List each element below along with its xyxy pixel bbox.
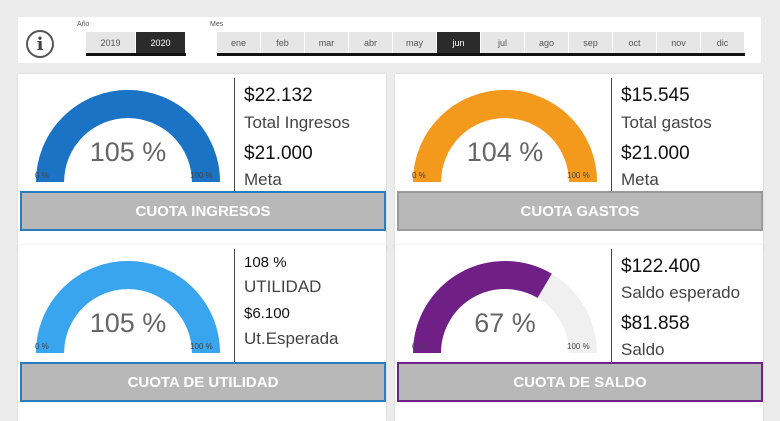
gauge-gastos — [405, 84, 605, 204]
gauge-max-label: 100 % — [567, 342, 590, 351]
gauge-max-label: 100 % — [190, 342, 213, 351]
year-slicer-label: Año — [77, 21, 90, 28]
year-slicer: 2019 2020 — [86, 32, 186, 56]
gauge-min-label: 0 % — [35, 171, 49, 180]
month-slicer: ene feb mar abr may jun jul ago sep oct … — [217, 32, 745, 56]
meta-label: Meta — [621, 170, 659, 189]
card-cuota-ingresos: 105 % 0 % 100 % $22.132 Total Ingresos $… — [18, 74, 386, 251]
ut-esperada-label: Ut.Esperada — [244, 329, 339, 348]
month-option-oct[interactable]: oct — [613, 32, 657, 53]
saldo-label: Saldo — [621, 340, 665, 359]
footer-cuota-gastos[interactable]: CUOTA GASTOS — [397, 191, 763, 231]
month-option-mar[interactable]: mar — [305, 32, 349, 53]
ut-esperada-value: $6.100 — [244, 305, 290, 322]
month-option-abr[interactable]: abr — [349, 32, 393, 53]
gauge-min-label: 0 % — [35, 342, 49, 351]
info-icon[interactable]: i — [26, 30, 54, 58]
month-option-feb[interactable]: feb — [261, 32, 305, 53]
card-cuota-saldo: 67 % 0 % 100 % $122.400 Saldo esperado $… — [395, 245, 763, 421]
month-option-jun[interactable]: jun — [437, 32, 481, 53]
gauge-percent: 104 % — [466, 137, 544, 167]
gauge-fill — [36, 261, 220, 354]
gauge-min-label: 0 % — [412, 342, 426, 351]
gauge-max-label: 100 % — [567, 171, 590, 180]
gauge-max-label: 100 % — [190, 171, 213, 180]
meta-value: $21.000 — [244, 143, 313, 164]
utilidad-label: UTILIDAD — [244, 277, 322, 296]
gauge-fill — [413, 261, 552, 354]
gauge-fill — [36, 90, 220, 183]
divider — [611, 78, 612, 196]
gauge-saldo — [405, 255, 605, 375]
saldo-esperado-value: $122.400 — [621, 256, 701, 277]
divider — [611, 249, 612, 367]
year-option-2020[interactable]: 2020 — [136, 32, 186, 53]
meta-label: Meta — [244, 170, 282, 189]
total-gastos-label: Total gastos — [621, 113, 712, 132]
card-cuota-utilidad: 105 % 0 % 100 % 108 % UTILIDAD $6.100 Ut… — [18, 245, 386, 421]
month-slicer-label: Mes — [210, 21, 224, 28]
total-gastos-value: $15.545 — [621, 85, 690, 106]
footer-cuota-utilidad[interactable]: CUOTA DE UTILIDAD — [20, 362, 386, 402]
saldo-value: $81.858 — [621, 313, 690, 334]
footer-cuota-ingresos[interactable]: CUOTA INGRESOS — [20, 191, 386, 231]
gauge-percent: 105 % — [89, 308, 167, 338]
month-option-may[interactable]: may — [393, 32, 437, 53]
utilidad-percent-value: 108 % — [244, 254, 287, 271]
gauge-percent: 67 % — [474, 308, 536, 338]
month-option-ago[interactable]: ago — [525, 32, 569, 53]
year-option-2019[interactable]: 2019 — [86, 32, 136, 53]
gauge-min-label: 0 % — [412, 171, 426, 180]
gauge-percent: 105 % — [89, 137, 167, 167]
filter-bar: i Año 2019 2020 Mes ene feb mar abr may … — [18, 17, 761, 63]
meta-value: $21.000 — [621, 143, 690, 164]
month-option-ene[interactable]: ene — [217, 32, 261, 53]
gauge-utilidad — [28, 255, 228, 375]
month-option-sep[interactable]: sep — [569, 32, 613, 53]
gauge-fill — [413, 90, 597, 183]
saldo-esperado-label: Saldo esperado — [621, 283, 741, 302]
footer-cuota-saldo[interactable]: CUOTA DE SALDO — [397, 362, 763, 402]
divider — [234, 249, 235, 367]
gauge-ingresos — [28, 84, 228, 204]
card-cuota-gastos: 104 % 0 % 100 % $15.545 Total gastos $21… — [395, 74, 763, 251]
divider — [234, 78, 235, 196]
total-ingresos-value: $22.132 — [244, 85, 313, 106]
month-option-nov[interactable]: nov — [657, 32, 701, 53]
month-option-jul[interactable]: jul — [481, 32, 525, 53]
total-ingresos-label: Total Ingresos — [244, 113, 350, 132]
month-option-dic[interactable]: dic — [701, 32, 745, 53]
